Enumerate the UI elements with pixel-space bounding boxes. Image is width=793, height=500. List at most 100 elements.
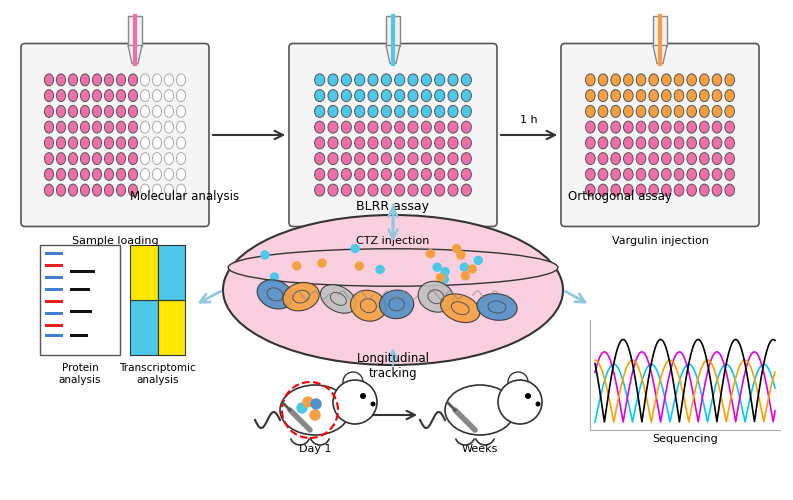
Ellipse shape bbox=[164, 106, 174, 118]
Circle shape bbox=[355, 262, 363, 270]
Ellipse shape bbox=[105, 106, 113, 118]
Ellipse shape bbox=[80, 184, 90, 196]
Ellipse shape bbox=[611, 121, 620, 133]
Ellipse shape bbox=[93, 74, 102, 86]
Circle shape bbox=[333, 380, 377, 424]
Ellipse shape bbox=[448, 184, 458, 196]
Ellipse shape bbox=[128, 137, 137, 149]
Ellipse shape bbox=[725, 106, 734, 118]
Text: 1 h: 1 h bbox=[520, 115, 538, 125]
Ellipse shape bbox=[448, 121, 458, 133]
Circle shape bbox=[297, 403, 307, 413]
Ellipse shape bbox=[725, 90, 734, 102]
Ellipse shape bbox=[140, 74, 150, 86]
Ellipse shape bbox=[395, 152, 404, 164]
Ellipse shape bbox=[661, 74, 671, 86]
Ellipse shape bbox=[661, 184, 671, 196]
Ellipse shape bbox=[725, 184, 734, 196]
Ellipse shape bbox=[341, 137, 351, 149]
Circle shape bbox=[468, 265, 477, 273]
Bar bbox=[45, 300, 63, 303]
Ellipse shape bbox=[117, 184, 125, 196]
Ellipse shape bbox=[128, 74, 137, 86]
Ellipse shape bbox=[354, 106, 365, 118]
Ellipse shape bbox=[320, 284, 356, 313]
Ellipse shape bbox=[117, 168, 125, 180]
Ellipse shape bbox=[408, 152, 418, 164]
Ellipse shape bbox=[585, 152, 596, 164]
Ellipse shape bbox=[623, 74, 633, 86]
Ellipse shape bbox=[649, 121, 658, 133]
Ellipse shape bbox=[421, 137, 431, 149]
Ellipse shape bbox=[435, 74, 445, 86]
Ellipse shape bbox=[381, 184, 392, 196]
Ellipse shape bbox=[381, 74, 392, 86]
Ellipse shape bbox=[598, 90, 607, 102]
Ellipse shape bbox=[661, 168, 671, 180]
Ellipse shape bbox=[435, 184, 445, 196]
Ellipse shape bbox=[462, 121, 471, 133]
Circle shape bbox=[525, 393, 531, 399]
Ellipse shape bbox=[418, 282, 454, 312]
Ellipse shape bbox=[462, 90, 471, 102]
Circle shape bbox=[457, 251, 465, 259]
Ellipse shape bbox=[68, 106, 78, 118]
Ellipse shape bbox=[712, 168, 722, 180]
Ellipse shape bbox=[68, 184, 78, 196]
Ellipse shape bbox=[421, 184, 431, 196]
Ellipse shape bbox=[699, 121, 709, 133]
Ellipse shape bbox=[152, 121, 162, 133]
Ellipse shape bbox=[140, 90, 150, 102]
Ellipse shape bbox=[56, 74, 66, 86]
Ellipse shape bbox=[725, 168, 734, 180]
Ellipse shape bbox=[435, 152, 445, 164]
Ellipse shape bbox=[462, 74, 471, 86]
Ellipse shape bbox=[421, 106, 431, 118]
Circle shape bbox=[318, 259, 326, 267]
Ellipse shape bbox=[315, 106, 324, 118]
Ellipse shape bbox=[44, 121, 54, 133]
Ellipse shape bbox=[93, 168, 102, 180]
Ellipse shape bbox=[408, 168, 418, 180]
Text: Weeks: Weeks bbox=[462, 444, 498, 454]
Ellipse shape bbox=[328, 152, 338, 164]
Ellipse shape bbox=[598, 106, 607, 118]
Ellipse shape bbox=[421, 74, 431, 86]
Ellipse shape bbox=[712, 152, 722, 164]
Bar bbox=[40, 245, 120, 355]
Ellipse shape bbox=[699, 106, 709, 118]
Ellipse shape bbox=[623, 90, 633, 102]
Ellipse shape bbox=[395, 106, 404, 118]
Ellipse shape bbox=[328, 168, 338, 180]
Ellipse shape bbox=[152, 152, 162, 164]
Ellipse shape bbox=[408, 137, 418, 149]
Ellipse shape bbox=[725, 137, 734, 149]
Ellipse shape bbox=[93, 184, 102, 196]
Ellipse shape bbox=[712, 106, 722, 118]
Ellipse shape bbox=[56, 184, 66, 196]
Ellipse shape bbox=[699, 90, 709, 102]
Ellipse shape bbox=[421, 152, 431, 164]
Ellipse shape bbox=[585, 137, 596, 149]
Ellipse shape bbox=[435, 168, 445, 180]
Ellipse shape bbox=[687, 74, 696, 86]
Ellipse shape bbox=[712, 184, 722, 196]
Ellipse shape bbox=[80, 152, 90, 164]
Ellipse shape bbox=[408, 184, 418, 196]
Ellipse shape bbox=[315, 152, 324, 164]
Circle shape bbox=[311, 399, 321, 409]
Ellipse shape bbox=[395, 90, 404, 102]
Polygon shape bbox=[653, 46, 667, 64]
Ellipse shape bbox=[395, 137, 404, 149]
Ellipse shape bbox=[80, 74, 90, 86]
Ellipse shape bbox=[699, 168, 709, 180]
Polygon shape bbox=[128, 46, 142, 64]
Ellipse shape bbox=[152, 74, 162, 86]
Ellipse shape bbox=[674, 90, 684, 102]
Ellipse shape bbox=[152, 168, 162, 180]
Ellipse shape bbox=[725, 74, 734, 86]
Ellipse shape bbox=[421, 90, 431, 102]
Ellipse shape bbox=[315, 137, 324, 149]
Ellipse shape bbox=[462, 106, 471, 118]
Ellipse shape bbox=[164, 90, 174, 102]
